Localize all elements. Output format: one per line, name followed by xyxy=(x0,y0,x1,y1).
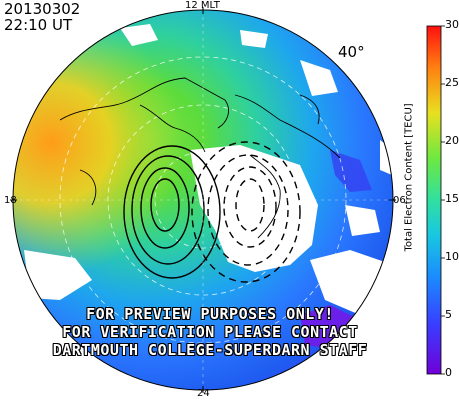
mlt-label-06: 06 xyxy=(393,195,406,206)
watermark-line-1: FOR PREVIEW PURPOSES ONLY! xyxy=(86,305,334,323)
coastlines xyxy=(59,77,341,239)
mlt-ticks xyxy=(10,7,396,393)
watermark-line-2: FOR VERIFICATION PLEASE CONTACT xyxy=(62,323,358,341)
latitude-label: 40° xyxy=(338,43,365,61)
colorbar xyxy=(426,25,442,375)
colorbar-tick-10: 10 xyxy=(445,250,459,263)
colorbar-tick-25: 25 xyxy=(445,76,459,89)
mlt-label-12: 12 MLT xyxy=(185,0,220,11)
convection-contours-dawn xyxy=(191,141,301,283)
polar-disc xyxy=(13,10,393,390)
mlt-meridians xyxy=(13,10,393,390)
watermark-line-3: DARTMOUTH COLLEGE-SUPERDARN STAFF xyxy=(52,341,368,359)
colorbar-tick-5: 5 xyxy=(445,308,452,321)
mlt-label-18: 18 xyxy=(4,195,17,206)
mlt-label-24: 24 xyxy=(197,388,210,399)
colorbar-tick-30: 30 xyxy=(445,18,459,31)
colorbar-tick-20: 20 xyxy=(445,134,459,147)
colorbar-ticks xyxy=(441,25,445,375)
colorbar-tick-0: 0 xyxy=(445,366,452,379)
date-label: 20130302 xyxy=(4,0,81,18)
time-label: 22:10 UT xyxy=(4,16,73,34)
colorbar-tick-15: 15 xyxy=(445,192,459,205)
convection-contours-dusk xyxy=(123,145,221,279)
colorbar-label: Total Electron Content [TECU] xyxy=(403,103,415,252)
